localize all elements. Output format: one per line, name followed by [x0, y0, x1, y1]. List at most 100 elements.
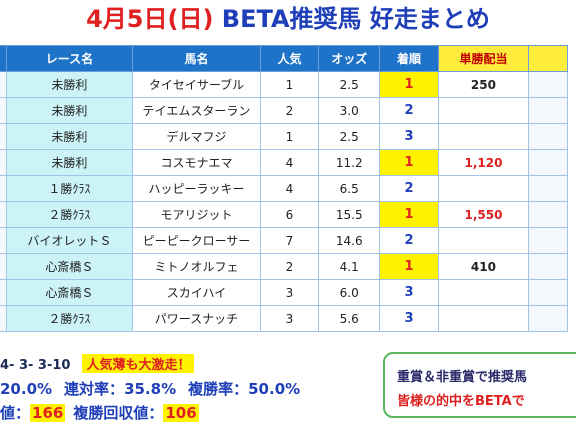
- show-return-label: 複勝回収値：: [73, 404, 164, 422]
- popularity-cell: 1: [259, 71, 320, 98]
- finish-cell: 1: [379, 71, 439, 98]
- odds-cell: 6.0: [318, 279, 381, 306]
- finish-cell: 1: [379, 201, 439, 228]
- race-name-cell: 心斎橋Ｓ: [5, 279, 134, 306]
- win-payout-cell: 1,120: [437, 149, 530, 176]
- odds-cell: 2.5: [318, 123, 381, 150]
- header-finish: 着順: [379, 45, 439, 72]
- win-payout-cell: [437, 175, 530, 202]
- popularity-cell: 1: [259, 123, 320, 150]
- row-edge-right: [528, 227, 568, 254]
- header-win-payout: 単勝配当: [437, 45, 530, 72]
- win-payout-cell: [437, 97, 530, 124]
- horse-name-cell: タイセイサーブル: [132, 71, 261, 98]
- popularity-cell: 2: [259, 97, 320, 124]
- table-row: １勝ｸﾗｽ ハッピーラッキー 4 6.5 2: [0, 175, 568, 202]
- race-name-cell: 未勝利: [5, 123, 134, 150]
- finish-cell: 3: [379, 123, 439, 150]
- odds-cell: 4.1: [318, 253, 381, 280]
- finish-cell: 2: [379, 97, 439, 124]
- table-row: バイオレットＳ ピーピークローサー 7 14.6 2: [0, 227, 568, 254]
- odds-cell: 6.5: [318, 175, 381, 202]
- row-edge-right: [528, 123, 568, 150]
- highlight-badge: 人気薄も大激走！: [82, 354, 195, 373]
- popularity-cell: 6: [259, 201, 320, 228]
- odds-cell: 14.6: [318, 227, 381, 254]
- popularity-cell: 3: [259, 279, 320, 306]
- table-header-row: レース名 馬名 人気 オッズ 着順 単勝配当: [0, 45, 568, 72]
- win-rate: 20.0%: [0, 380, 53, 398]
- results-table: レース名 馬名 人気 オッズ 着順 単勝配当 未勝利 タイセイサーブル 1 2.5 1 2…: [0, 45, 568, 332]
- table-row: ２勝ｸﾗｽ パワースナッチ 3 5.6 3: [0, 305, 568, 332]
- show-rate-label: 複勝率：: [188, 380, 249, 398]
- horse-name-cell: ミトノオルフェ: [132, 253, 261, 280]
- table-row: 未勝利 コスモナエマ 4 11.2 1 1,120: [0, 149, 568, 176]
- win-payout-cell: [437, 279, 530, 306]
- returns-line: 値： 166 複勝回収値： 106: [0, 402, 199, 423]
- table-row: 未勝利 デルマフジ 1 2.5 3: [0, 123, 568, 150]
- header-popularity: 人気: [259, 45, 320, 72]
- race-name-cell: 未勝利: [5, 149, 134, 176]
- popularity-cell: 2: [259, 253, 320, 280]
- odds-cell: 2.5: [318, 71, 381, 98]
- race-name-cell: 未勝利: [5, 97, 134, 124]
- horse-name-cell: テイエムスターラン: [132, 97, 261, 124]
- odds-cell: 15.5: [318, 201, 381, 228]
- place-rate-label: 連対率：: [64, 380, 125, 398]
- horse-name-cell: コスモナエマ: [132, 149, 261, 176]
- win-payout-cell: [437, 123, 530, 150]
- record: 4- 3- 3-10: [0, 358, 71, 373]
- table-row: 心斎橋Ｓ ミトノオルフェ 2 4.1 1 410: [0, 253, 568, 280]
- win-payout-cell: 410: [437, 253, 530, 280]
- finish-cell: 2: [379, 175, 439, 202]
- row-edge-right: [528, 253, 568, 280]
- race-name-cell: バイオレットＳ: [5, 227, 134, 254]
- win-payout-cell: 250: [437, 71, 530, 98]
- finish-cell: 2: [379, 227, 439, 254]
- popularity-cell: 7: [259, 227, 320, 254]
- win-payout-cell: [437, 305, 530, 332]
- finish-cell: 1: [379, 253, 439, 280]
- title-text: BETA推奨馬 好走まとめ: [213, 5, 490, 33]
- row-edge-right: [528, 305, 568, 332]
- header-race: レース名: [5, 45, 134, 72]
- horse-name-cell: ピーピークローサー: [132, 227, 261, 254]
- finish-cell: 3: [379, 305, 439, 332]
- table-row: 心斎橋Ｓ スカイハイ 3 6.0 3: [0, 279, 568, 306]
- row-edge-right: [528, 149, 568, 176]
- race-name-cell: ２勝ｸﾗｽ: [5, 305, 134, 332]
- record-line: 4- 3- 3-10 人気薄も大激走！: [0, 354, 195, 373]
- promo-line-2: 皆様の的中をBETAで: [397, 394, 525, 409]
- horse-name-cell: デルマフジ: [132, 123, 261, 150]
- race-name-cell: 未勝利: [5, 71, 134, 98]
- race-name-cell: 心斎橋Ｓ: [5, 253, 134, 280]
- table-row: ２勝ｸﾗｽ モアリジット 6 15.5 1 1,550: [0, 201, 568, 228]
- odds-cell: 5.6: [318, 305, 381, 332]
- odds-cell: 11.2: [318, 149, 381, 176]
- header-horse: 馬名: [132, 45, 261, 72]
- table-row: 未勝利 テイエムスターラン 2 3.0 2: [0, 97, 568, 124]
- header-odds: オッズ: [318, 45, 381, 72]
- horse-name-cell: スカイハイ: [132, 279, 261, 306]
- horse-name-cell: モアリジット: [132, 201, 261, 228]
- win-payout-cell: 1,550: [437, 201, 530, 228]
- row-edge-right: [528, 175, 568, 202]
- popularity-cell: 4: [259, 149, 320, 176]
- win-return-value: 166: [30, 404, 66, 422]
- show-return-value: 106: [163, 404, 199, 422]
- row-edge-right: [528, 97, 568, 124]
- popularity-cell: 4: [259, 175, 320, 202]
- race-name-cell: ２勝ｸﾗｽ: [5, 201, 134, 228]
- horse-name-cell: パワースナッチ: [132, 305, 261, 332]
- title-date: 4月5日(日): [86, 5, 214, 33]
- race-name-cell: １勝ｸﾗｽ: [5, 175, 134, 202]
- finish-cell: 1: [379, 149, 439, 176]
- win-return-label: 値：: [0, 404, 31, 422]
- place-rate: 35.8%: [124, 380, 177, 398]
- row-edge-right: [528, 279, 568, 306]
- promo-box: 重賞＆非重賞で推奨馬 皆様の的中をBETAで: [383, 352, 576, 418]
- rates-line: 20.0% 連対率：35.8% 複勝率：50.0%: [0, 378, 300, 399]
- page-title: 4月5日(日) BETA推奨馬 好走まとめ: [0, 0, 576, 38]
- row-edge-right: [528, 71, 568, 98]
- promo-line-1: 重賞＆非重賞で推奨馬: [397, 370, 528, 385]
